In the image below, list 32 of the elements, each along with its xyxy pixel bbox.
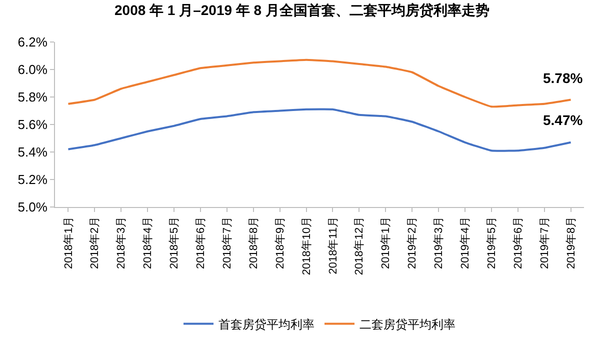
y-tick-label: 5.2% bbox=[18, 172, 48, 188]
x-tick-label: 2019年5月 bbox=[486, 216, 498, 269]
x-tick-label: 2018年10月 bbox=[300, 216, 313, 276]
x-tick-label: 2018年11月 bbox=[327, 216, 340, 274]
y-tick-label: 5.8% bbox=[18, 90, 48, 105]
x-tick-label: 2018年9月 bbox=[274, 216, 286, 269]
x-tick-label: 2019年3月 bbox=[433, 216, 446, 269]
x-tick-label: 2019年4月 bbox=[460, 216, 472, 269]
y-tick-label: 6.2% bbox=[18, 34, 48, 50]
x-tick-label: 2018年7月 bbox=[222, 216, 234, 269]
x-tick-label: 2019年8月 bbox=[565, 216, 578, 269]
legend-label: 首套房贷平均利率 bbox=[218, 317, 314, 332]
x-tick-label: 2018年12月 bbox=[354, 216, 366, 276]
x-tick-label: 2019年6月 bbox=[512, 216, 524, 269]
y-tick-label: 5.4% bbox=[18, 144, 48, 160]
data-label: 5.78% bbox=[543, 70, 584, 86]
y-tick-label: 6.0% bbox=[18, 62, 48, 78]
legend-label: 二套房贷平均利率 bbox=[360, 317, 456, 332]
y-tick-label: 5.0% bbox=[18, 200, 48, 215]
x-tick-label: 2019年2月 bbox=[406, 216, 419, 269]
x-tick-label: 2018年5月 bbox=[168, 216, 181, 269]
y-tick-label: 5.6% bbox=[18, 117, 48, 132]
chart-title: 2008 年 1 月–2019 年 8 月全国首套、二套平均房贷利率走势 bbox=[114, 2, 490, 18]
x-tick-label: 2018年4月 bbox=[142, 216, 154, 269]
x-tick-label: 2018年6月 bbox=[195, 216, 208, 269]
x-tick-label: 2019年7月 bbox=[538, 216, 551, 269]
data-label: 5.47% bbox=[543, 112, 584, 128]
x-tick-label: 2018年2月 bbox=[89, 216, 102, 269]
x-tick-label: 2018年3月 bbox=[116, 216, 128, 269]
x-tick-label: 2018年8月 bbox=[248, 216, 260, 269]
x-tick-label: 2018年1月 bbox=[62, 216, 75, 269]
x-tick-label: 2019年1月 bbox=[380, 216, 392, 269]
